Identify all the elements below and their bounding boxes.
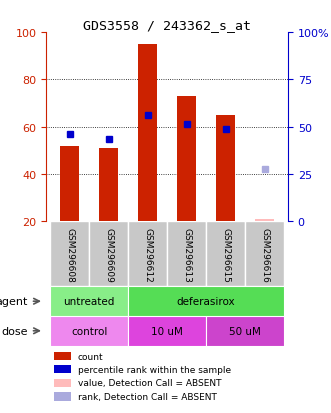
Bar <box>128 287 284 316</box>
Bar <box>216 116 235 222</box>
Bar <box>89 222 128 287</box>
Bar <box>128 222 167 287</box>
Bar <box>245 222 284 287</box>
Text: GSM296608: GSM296608 <box>65 227 74 282</box>
Text: deferasirox: deferasirox <box>177 297 235 306</box>
Text: count: count <box>78 352 103 361</box>
Bar <box>167 222 206 287</box>
Bar <box>206 316 284 346</box>
Bar <box>50 287 128 316</box>
Text: dose: dose <box>2 326 28 336</box>
Text: 50 uM: 50 uM <box>229 326 261 336</box>
Text: GSM296612: GSM296612 <box>143 227 152 282</box>
Bar <box>206 222 245 287</box>
Text: untreated: untreated <box>64 297 115 306</box>
Bar <box>60 146 79 222</box>
Bar <box>177 97 196 222</box>
Text: GSM296613: GSM296613 <box>182 227 191 282</box>
Bar <box>128 316 206 346</box>
Bar <box>54 392 71 401</box>
Bar <box>99 149 118 222</box>
Bar <box>50 222 89 287</box>
Text: rank, Detection Call = ABSENT: rank, Detection Call = ABSENT <box>78 392 216 401</box>
Bar <box>54 379 71 387</box>
Text: percentile rank within the sample: percentile rank within the sample <box>78 365 231 374</box>
Bar <box>138 45 158 222</box>
Bar <box>54 352 71 361</box>
Bar <box>255 219 274 222</box>
Text: GSM296609: GSM296609 <box>104 227 113 282</box>
Title: GDS3558 / 243362_s_at: GDS3558 / 243362_s_at <box>83 19 251 32</box>
Bar <box>50 316 128 346</box>
Text: 10 uM: 10 uM <box>151 326 183 336</box>
Text: agent: agent <box>0 297 28 306</box>
Text: GSM296615: GSM296615 <box>221 227 230 282</box>
Text: value, Detection Call = ABSENT: value, Detection Call = ABSENT <box>78 378 221 387</box>
Bar <box>54 365 71 373</box>
Text: GSM296616: GSM296616 <box>260 227 269 282</box>
Text: control: control <box>71 326 107 336</box>
